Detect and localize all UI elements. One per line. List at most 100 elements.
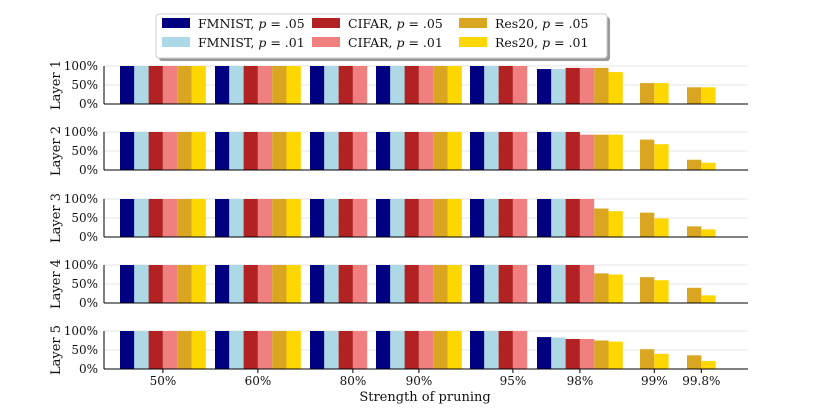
bar: [640, 349, 655, 369]
bar: [310, 66, 325, 104]
bar: [594, 273, 609, 303]
bar: [286, 265, 301, 303]
bar: [654, 144, 669, 170]
bar: [537, 265, 552, 303]
bar: [498, 132, 513, 170]
y-tick-label: 50%: [71, 343, 98, 357]
x-tick-label: 50%: [150, 374, 177, 388]
bar: [376, 66, 391, 104]
bar: [272, 132, 287, 170]
bar: [687, 159, 702, 170]
bar: [608, 274, 623, 303]
bar: [286, 66, 301, 104]
bar: [310, 132, 325, 170]
x-axis-label: Strength of pruning: [359, 390, 490, 405]
bar: [338, 331, 353, 369]
y-tick-label: 50%: [71, 277, 98, 291]
bar: [257, 132, 273, 170]
bar: [484, 265, 499, 303]
bar: [579, 67, 595, 104]
panel-layer-3: 0% 50% 100%Layer 3: [49, 192, 748, 244]
bar: [701, 229, 716, 237]
y-tick-label: 100%: [64, 258, 98, 272]
bar: [177, 199, 192, 237]
bar: [512, 331, 528, 369]
bar: [579, 265, 595, 303]
y-tick-label: 100%: [64, 125, 98, 139]
bar: [191, 331, 206, 369]
bar: [215, 132, 230, 170]
bar: [177, 331, 192, 369]
bar: [352, 199, 368, 237]
legend-swatch: [162, 18, 190, 28]
bar: [551, 265, 566, 303]
bar: [272, 265, 287, 303]
bar: [404, 265, 419, 303]
bar: [338, 132, 353, 170]
panel-layer-2: 0% 50% 100%Layer 2: [49, 125, 748, 177]
panel-label-layer-4: Layer 4: [49, 259, 64, 309]
bar: [243, 132, 258, 170]
bar: [640, 83, 655, 104]
bar: [701, 87, 716, 104]
bar: [654, 353, 669, 369]
y-tick-label: 0%: [79, 362, 98, 376]
x-tick-label: 95%: [500, 374, 527, 388]
bar: [177, 66, 192, 104]
bar: [433, 199, 448, 237]
bar: [537, 337, 552, 369]
x-tick-label: 80%: [340, 374, 367, 388]
bar: [608, 341, 623, 369]
y-tick-label: 100%: [64, 324, 98, 338]
bar: [162, 132, 178, 170]
bar: [310, 331, 325, 369]
bar: [191, 265, 206, 303]
bar: [433, 331, 448, 369]
bar: [701, 162, 716, 170]
y-tick-label: 0%: [79, 296, 98, 310]
bar: [565, 265, 580, 303]
bar: [404, 132, 419, 170]
bar: [498, 331, 513, 369]
bar: [447, 66, 462, 104]
bar: [470, 199, 485, 237]
bar: [447, 265, 462, 303]
bar: [654, 218, 669, 237]
bar: [338, 199, 353, 237]
bar: [324, 66, 339, 104]
bar: [579, 134, 595, 170]
bar: [376, 331, 391, 369]
x-tick-label: 60%: [245, 374, 272, 388]
bar: [654, 280, 669, 303]
bar: [148, 199, 163, 237]
y-tick-label: 0%: [79, 97, 98, 111]
bar: [229, 132, 244, 170]
bar: [324, 199, 339, 237]
bar: [608, 211, 623, 237]
bar: [286, 331, 301, 369]
bar: [418, 331, 434, 369]
bar: [162, 66, 178, 104]
bar: [498, 199, 513, 237]
bar: [120, 132, 135, 170]
bar: [498, 66, 513, 104]
bar: [272, 66, 287, 104]
bar: [229, 199, 244, 237]
y-tick-label: 100%: [64, 59, 98, 73]
bar: [418, 132, 434, 170]
y-tick-label: 0%: [79, 230, 98, 244]
bar: [177, 265, 192, 303]
panel-label-layer-2: Layer 2: [49, 126, 64, 176]
bar: [470, 331, 485, 369]
bar: [687, 355, 702, 369]
bar: [148, 66, 163, 104]
legend-label: FMNIST, p = .05: [198, 16, 305, 31]
bar: [272, 199, 287, 237]
bar: [551, 199, 566, 237]
bar: [687, 287, 702, 303]
bar: [243, 199, 258, 237]
bar: [191, 199, 206, 237]
chart-panels: 0%50%100%Layer 10%50%100%Layer 20%50%100…: [49, 59, 748, 388]
y-tick-label: 50%: [71, 78, 98, 92]
bar: [404, 199, 419, 237]
